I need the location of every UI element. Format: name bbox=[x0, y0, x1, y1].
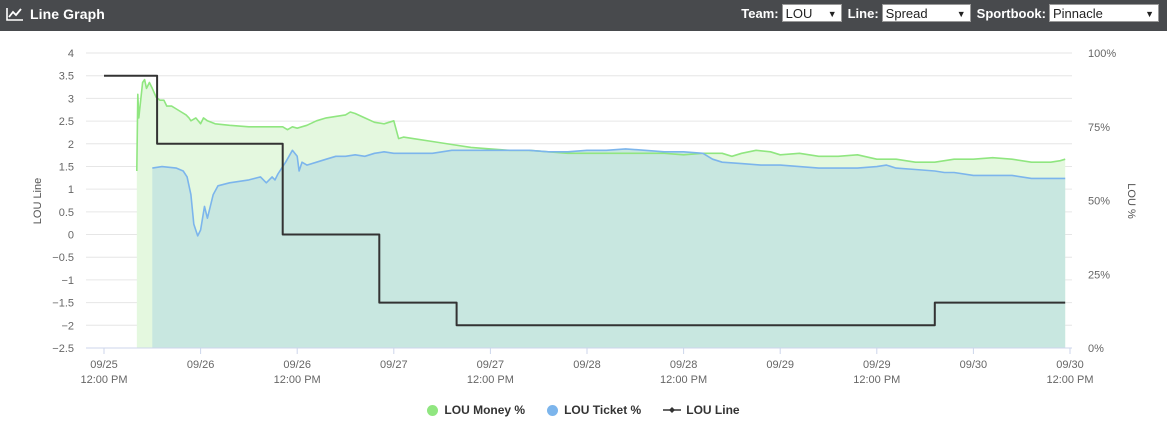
x-tick-label-date: 09/28 bbox=[573, 359, 601, 371]
legend-dot-money bbox=[427, 404, 439, 416]
team-select[interactable]: LOU ▼ bbox=[781, 4, 842, 22]
y-left-tick-label: −1.5 bbox=[52, 298, 74, 310]
chevron-down-icon: ▼ bbox=[1145, 9, 1154, 19]
x-tick-label-date: 09/29 bbox=[863, 359, 891, 371]
legend-item-ticket[interactable]: LOU Ticket % bbox=[547, 403, 641, 417]
y-right-tick-label: 0% bbox=[1088, 343, 1104, 355]
team-select-value: LOU bbox=[785, 6, 813, 21]
legend-item-line[interactable]: LOU Line bbox=[663, 403, 740, 417]
series-line-lou-money- bbox=[136, 78, 1066, 172]
line-chart-icon bbox=[6, 8, 23, 21]
series-areas bbox=[136, 79, 1066, 348]
team-label: Team: bbox=[741, 5, 779, 21]
controls: Team: LOU ▼ Line: Spread ▼ Sportbook: Pi… bbox=[741, 4, 1159, 22]
x-tick-label-time: 12:00 PM bbox=[467, 374, 514, 386]
y-left-tick-label: −0.5 bbox=[52, 252, 74, 264]
x-tick-label-date: 09/27 bbox=[380, 359, 408, 371]
sportbook-select-value: Pinnacle bbox=[1053, 6, 1103, 21]
y-left-tick-label: 0 bbox=[68, 230, 74, 242]
x-tick-label-date: 09/27 bbox=[477, 359, 505, 371]
y-left-tick-label: 4 bbox=[68, 48, 74, 60]
sportbook-label: Sportbook: bbox=[976, 5, 1046, 21]
x-tick-label-date: 09/30 bbox=[960, 359, 988, 371]
y-right-tick-label: 75% bbox=[1088, 122, 1110, 134]
y-left-tick-label: −1 bbox=[61, 275, 74, 287]
y-left-tick-label: 3.5 bbox=[59, 71, 74, 83]
x-tick-label-time: 12:00 PM bbox=[1046, 374, 1093, 386]
line-label: Line: bbox=[847, 5, 879, 21]
y-right-axis: 0% 25% 50% 75% 100% bbox=[1088, 48, 1116, 355]
series-line-lou-line bbox=[104, 74, 1066, 327]
y-right-axis-label: LOU % bbox=[1125, 183, 1137, 219]
chevron-down-icon: ▼ bbox=[827, 9, 837, 19]
x-tick-label-time: 12:00 PM bbox=[274, 374, 321, 386]
legend-label-line: LOU Line bbox=[686, 403, 740, 417]
x-tick-label-time: 12:00 PM bbox=[660, 374, 707, 386]
chevron-down-icon: ▼ bbox=[956, 9, 966, 19]
x-tick-label-date: 09/26 bbox=[187, 359, 215, 371]
line-graph-svg: 4 3.5 3 2.5 2 1.5 1 0.5 0 −0.5 −1 −1.5 −2 −2.5 0% 25% 5… bbox=[32, 48, 1137, 386]
y-left-axis-label: LOU Line bbox=[32, 178, 44, 224]
x-tick-label-time: 12:00 PM bbox=[80, 374, 127, 386]
x-tick-label-date: 09/26 bbox=[283, 359, 311, 371]
y-left-tick-label: 0.5 bbox=[59, 207, 74, 219]
line-select[interactable]: Spread ▼ bbox=[881, 4, 971, 22]
x-tick-label-date: 09/29 bbox=[766, 359, 794, 371]
x-tick-label-date: 09/28 bbox=[670, 359, 698, 371]
legend-line-symbol bbox=[663, 407, 682, 413]
sportbook-select[interactable]: Pinnacle ▼ bbox=[1049, 4, 1159, 22]
legend-dot-ticket bbox=[547, 404, 559, 416]
y-left-tick-label: 3 bbox=[68, 93, 74, 105]
area-lou-ticket- bbox=[152, 148, 1066, 348]
y-left-tick-label: 1.5 bbox=[59, 161, 74, 173]
series-line-lou-ticket- bbox=[152, 148, 1066, 237]
x-tick-label-date: 09/25 bbox=[90, 359, 118, 371]
y-left-tick-label: 2 bbox=[68, 139, 74, 151]
series-lines bbox=[104, 74, 1066, 327]
x-tick-label-time: 12:00 PM bbox=[853, 374, 900, 386]
title-group: Line Graph bbox=[6, 6, 105, 22]
y-right-tick-label: 100% bbox=[1088, 48, 1116, 60]
chart-area: 4 3.5 3 2.5 2 1.5 1 0.5 0 −0.5 −1 −1.5 −2 −2.5 0% 25% 5… bbox=[0, 31, 1167, 436]
legend-item-money[interactable]: LOU Money % bbox=[427, 403, 525, 417]
legend-label-money: LOU Money % bbox=[444, 403, 526, 417]
y-left-axis: 4 3.5 3 2.5 2 1.5 1 0.5 0 −0.5 −1 −1.5 −2 −2.5 bbox=[52, 48, 74, 355]
x-tick-label-date: 09/30 bbox=[1056, 359, 1084, 371]
y-right-tick-label: 25% bbox=[1088, 269, 1110, 281]
legend-label-ticket: LOU Ticket % bbox=[564, 403, 642, 417]
y-right-tick-label: 50% bbox=[1088, 196, 1110, 208]
x-axis: 09/25 12:00 PM 09/26 09/26 12:00 PM 09/27 09/2… bbox=[80, 347, 1094, 386]
y-left-tick-label: 1 bbox=[68, 184, 74, 196]
graph-title: Line Graph bbox=[30, 6, 105, 22]
y-left-tick-label: −2.5 bbox=[52, 343, 74, 355]
legend: LOU Money % LOU Ticket % LOU Line bbox=[0, 403, 1167, 417]
line-select-value: Spread bbox=[885, 6, 928, 21]
y-left-tick-label: −2 bbox=[61, 320, 74, 332]
y-left-tick-label: 2.5 bbox=[59, 116, 74, 128]
header-bar: Line Graph Team: LOU ▼ Line: Spread ▼ Sp… bbox=[0, 0, 1167, 31]
